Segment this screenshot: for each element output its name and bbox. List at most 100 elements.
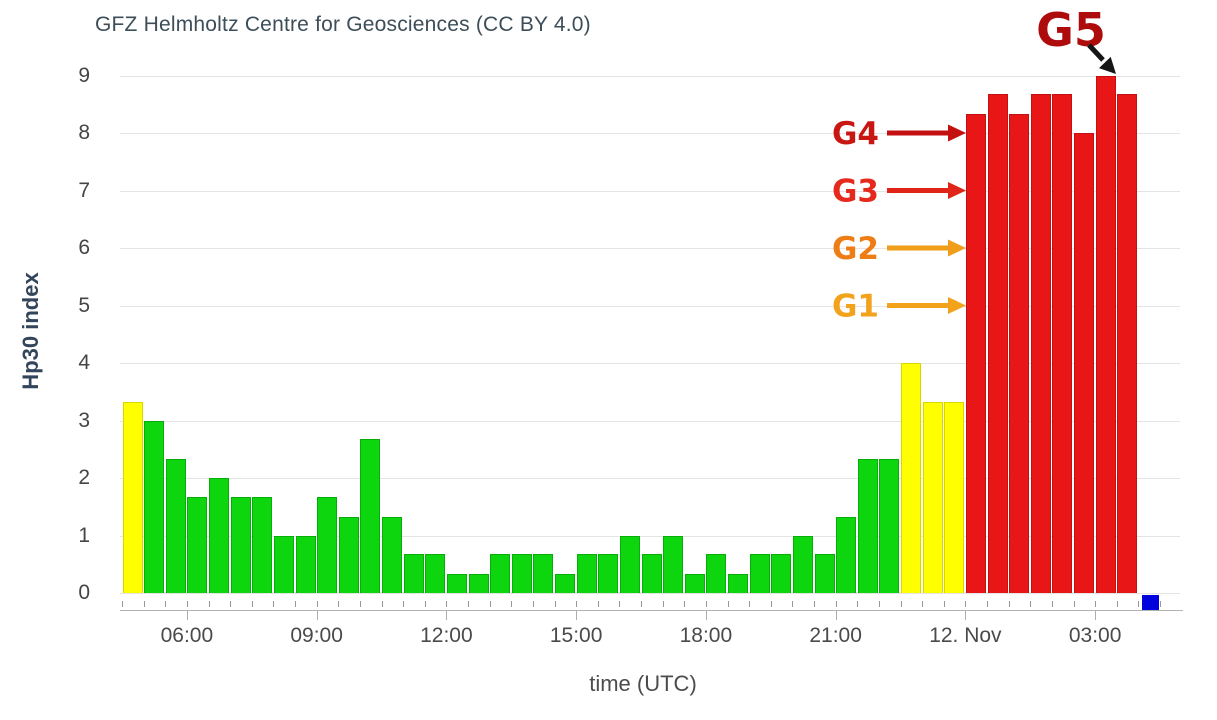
hp30-bar[interactable] (555, 574, 576, 593)
hp30-bar[interactable] (576, 554, 597, 593)
hp30-bar[interactable] (468, 574, 489, 593)
x-minor-tick (684, 601, 686, 607)
hp30-bar[interactable] (273, 535, 294, 593)
x-minor-tick (186, 601, 188, 607)
y-gridline (120, 75, 1180, 77)
x-minor-tick (922, 601, 924, 607)
x-major-tick (186, 610, 188, 620)
x-axis-line (120, 610, 1183, 611)
hp30-bar[interactable] (1052, 94, 1073, 593)
x-tick-label: 09:00 (290, 624, 343, 647)
hp30-bar[interactable] (728, 574, 749, 593)
y-gridline (120, 133, 1180, 134)
hp30-bar[interactable] (1095, 75, 1116, 593)
y-gridline (120, 535, 1180, 537)
hp30-bar[interactable] (403, 554, 424, 593)
g-scale-arrow-head (1099, 56, 1116, 74)
y-tick-label: 4 (78, 351, 90, 374)
hp30-bar[interactable] (533, 554, 554, 593)
x-minor-tick (295, 601, 296, 607)
y-gridline (120, 248, 1180, 249)
hp30-bar[interactable] (684, 574, 705, 593)
hp30-bar[interactable] (1074, 133, 1095, 593)
hp30-bar[interactable] (792, 535, 813, 593)
x-major-tick (705, 610, 707, 620)
hp30-bar[interactable] (382, 516, 403, 593)
hp30-bar[interactable] (901, 363, 922, 593)
hp30-bar[interactable] (187, 496, 208, 593)
hp30-bar[interactable] (446, 574, 467, 593)
hp30-bar[interactable] (144, 420, 165, 593)
hp30-bar[interactable] (209, 478, 230, 593)
hp30-bar[interactable] (836, 516, 857, 593)
y-tick-label: 2 (78, 466, 90, 489)
x-minor-tick (1160, 601, 1161, 607)
y-tick-label: 8 (78, 121, 90, 144)
x-minor-tick (576, 601, 578, 607)
x-minor-tick (273, 601, 275, 607)
hp30-bar[interactable] (879, 459, 900, 593)
x-minor-tick (424, 601, 426, 607)
x-minor-tick (489, 601, 491, 607)
x-minor-tick (532, 601, 534, 607)
x-tick-label: 03:00 (1068, 624, 1122, 647)
g-scale-label: G3 (832, 174, 879, 210)
hp30-bar[interactable] (1030, 94, 1051, 593)
y-tick-label: 9 (78, 63, 90, 87)
y-tick-label: 6 (78, 236, 90, 259)
hp30-bar[interactable] (360, 439, 381, 593)
x-minor-tick (1008, 601, 1010, 607)
hp30-bar[interactable] (230, 496, 251, 593)
hp30-bar[interactable] (857, 459, 878, 593)
hp30-bar[interactable] (1009, 114, 1030, 593)
hp30-bar[interactable] (598, 554, 619, 593)
x-minor-tick (987, 601, 988, 607)
x-minor-tick (208, 601, 210, 607)
hp30-bar[interactable] (641, 554, 662, 593)
x-minor-tick (511, 601, 513, 607)
hp30-bar[interactable] (987, 94, 1008, 593)
x-minor-tick (857, 601, 859, 607)
hp30-bar[interactable] (252, 496, 273, 593)
x-tick-label: 06:00 (160, 624, 214, 647)
x-minor-tick (1116, 601, 1118, 607)
hp30-bar[interactable] (425, 554, 446, 593)
x-axis-title: time (UTC) (589, 671, 697, 696)
x-minor-tick (554, 601, 556, 607)
x-minor-tick (662, 601, 664, 607)
g-scale-label: G2 (832, 231, 879, 267)
hp30-bar[interactable] (814, 554, 835, 593)
hp30-bar[interactable] (663, 535, 684, 593)
hp30-bar[interactable] (338, 516, 359, 593)
hp30-bar[interactable] (490, 554, 511, 593)
hp30-bar[interactable] (771, 554, 792, 593)
x-major-tick (1095, 610, 1097, 620)
hp30-bar[interactable] (511, 554, 532, 593)
hp30-bar[interactable] (1117, 94, 1138, 593)
hp30-bar[interactable] (165, 459, 186, 593)
hp30-bar[interactable] (619, 535, 640, 593)
hp30-bar[interactable] (749, 554, 770, 593)
hp30-bar[interactable] (122, 401, 143, 593)
x-minor-tick (468, 601, 469, 607)
hp30-bar[interactable] (706, 554, 727, 593)
latest-interval-marker[interactable] (1142, 595, 1160, 611)
hp30-bar[interactable] (965, 114, 986, 593)
y-gridline (120, 420, 1180, 422)
hp30-bar[interactable] (944, 401, 965, 593)
y-axis-title: Hp30 index (18, 272, 43, 390)
x-minor-tick (878, 601, 880, 607)
y-gridline (120, 305, 1180, 307)
hp30-bar[interactable] (317, 496, 338, 593)
x-minor-tick (359, 601, 361, 607)
hp30-bar[interactable] (922, 401, 943, 593)
x-major-tick (965, 610, 967, 620)
y-gridline (120, 593, 1180, 594)
y-gridline (120, 478, 1180, 479)
hp30-bar[interactable] (295, 535, 316, 593)
y-tick-label: 0 (78, 581, 90, 604)
x-minor-tick (1051, 601, 1053, 607)
x-minor-tick (814, 601, 815, 607)
g-scale-label: G5 (1036, 3, 1106, 57)
